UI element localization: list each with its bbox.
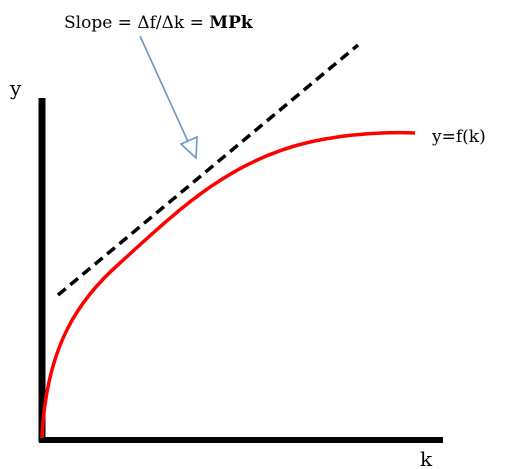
slope-prefix: Slope = — [64, 13, 137, 33]
slope-annotation: Slope = Δf/Δk = MPk — [64, 13, 254, 33]
arrow-shaft — [139, 35, 191, 147]
tangent-line — [56, 43, 360, 297]
arrow-head-icon — [179, 135, 198, 160]
mpk-label: MPk — [209, 13, 254, 33]
curve-label: y=f(k) — [431, 127, 486, 147]
y-axis-label: y — [9, 76, 22, 100]
slope-equals: = — [184, 13, 209, 33]
x-axis-label: k — [420, 447, 433, 469]
production-curve — [40, 130, 416, 439]
slope-formula: Δf/Δk — [137, 13, 185, 33]
